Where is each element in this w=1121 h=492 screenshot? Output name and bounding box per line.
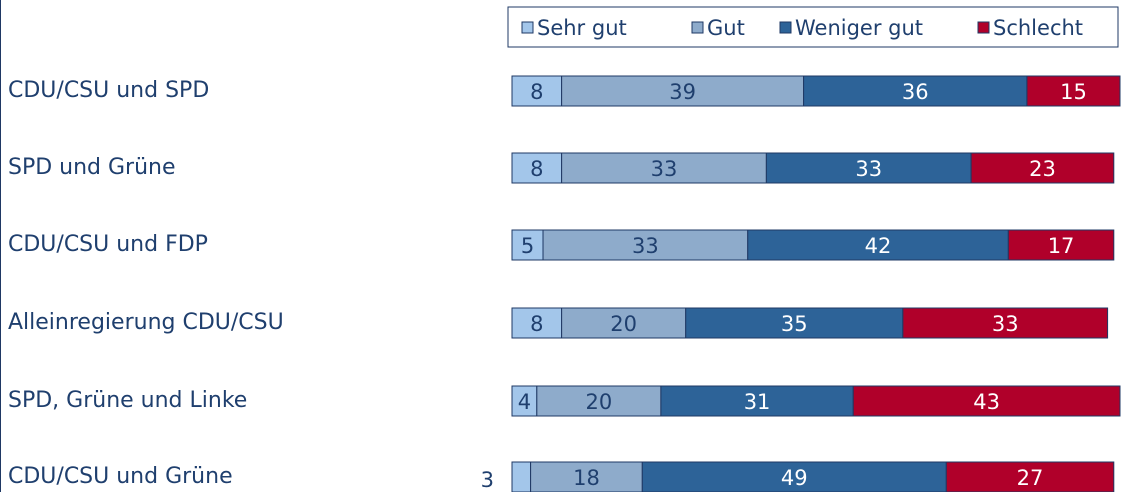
value-label: 8 (530, 80, 543, 104)
value-label: 5 (521, 234, 534, 258)
bar-segment (685, 307, 904, 339)
legend-swatch (977, 21, 990, 34)
value-label: 20 (610, 312, 637, 336)
bar-segment (511, 229, 544, 261)
bar-segment (641, 461, 947, 492)
bar-segment (561, 75, 805, 107)
category-label: Alleinregierung CDU/CSU (8, 310, 284, 335)
bar-segment (511, 461, 532, 492)
value-label: 15 (1060, 80, 1087, 104)
bar-segment (542, 229, 749, 261)
value-label: 23 (1029, 157, 1056, 181)
value-label: 33 (992, 312, 1019, 336)
bar-segment (945, 461, 1115, 492)
category-label: CDU/CSU und Grüne (8, 464, 233, 489)
legend-swatch (521, 21, 534, 34)
legend-swatch (779, 21, 792, 34)
value-label: 35 (781, 312, 808, 336)
bar-segment (852, 385, 1121, 417)
value-label: 39 (669, 80, 696, 104)
value-label: 33 (632, 234, 659, 258)
value-label: 4 (518, 390, 531, 414)
legend-swatch (691, 21, 704, 34)
value-label: 43 (973, 390, 1000, 414)
value-label: 33 (855, 157, 882, 181)
bar-segment (1007, 229, 1115, 261)
legend-label: Schlecht (993, 16, 1083, 40)
legend: Sehr gut Gut Weniger gut Schlecht (521, 16, 1083, 40)
category-label: CDU/CSU und SPD (8, 78, 209, 103)
category-label: SPD und Grüne (8, 155, 176, 180)
value-label: 31 (744, 390, 771, 414)
legend-label: Gut (707, 16, 745, 40)
bar-segment (970, 152, 1115, 184)
value-label: 20 (585, 390, 612, 414)
bar-segment (511, 385, 538, 417)
value-label: 8 (530, 312, 543, 336)
value-label: 17 (1048, 234, 1075, 258)
value-label: 42 (865, 234, 892, 258)
category-label: SPD, Grüne und Linke (8, 388, 247, 413)
value-label: 3 (481, 468, 494, 492)
legend-label: Weniger gut (795, 16, 923, 40)
bar-segment (511, 307, 563, 339)
bar-segment (660, 385, 854, 417)
bar-segment (536, 385, 662, 417)
legend-label: Sehr gut (537, 16, 627, 40)
category-label: CDU/CSU und FDP (8, 232, 208, 257)
value-label: 33 (651, 157, 678, 181)
legend-box (507, 6, 1119, 48)
bar-segment (1026, 75, 1121, 107)
value-label: 18 (573, 466, 600, 490)
value-label: 27 (1017, 466, 1044, 490)
value-label: 36 (902, 80, 929, 104)
value-label: 8 (530, 157, 543, 181)
bar-segment (561, 307, 687, 339)
bar-segment (902, 307, 1109, 339)
value-label: 49 (781, 466, 808, 490)
bar-segment (511, 75, 563, 107)
